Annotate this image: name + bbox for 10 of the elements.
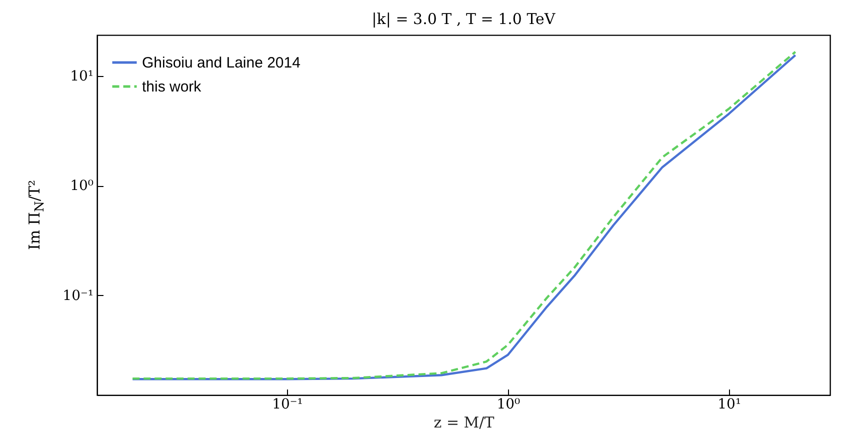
x-tick-label: 10⁰ <box>496 396 521 412</box>
y-tick-label: 10¹ <box>70 68 94 84</box>
legend-label: this work <box>142 78 202 96</box>
y-tick-label: 10⁻¹ <box>62 288 94 304</box>
legend-label: Ghisoiu and Laine 2014 <box>142 54 300 72</box>
x-tick-label: 10⁻¹ <box>272 396 303 412</box>
y-tick-label: 10⁰ <box>70 178 94 194</box>
x-tick-label: 10¹ <box>718 396 742 412</box>
chart-title: |k| = 3.0 T , T = 1.0 TeV <box>372 10 556 28</box>
x-axis-title: z = M/T <box>434 414 494 432</box>
